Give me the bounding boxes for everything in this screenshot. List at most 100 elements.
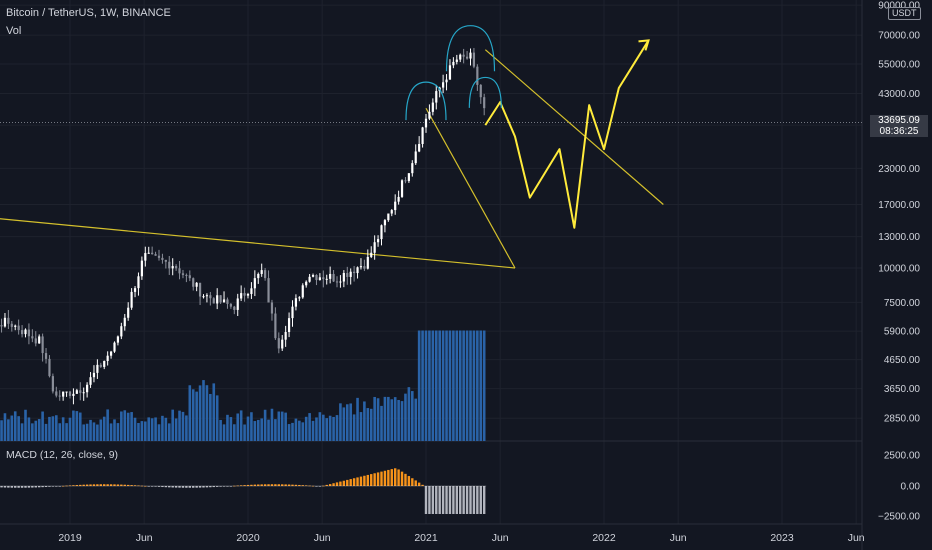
candle-body	[322, 277, 325, 280]
macd-bar	[387, 469, 390, 486]
candle-body	[260, 270, 263, 274]
volume-bar	[318, 412, 322, 441]
candle	[397, 190, 400, 205]
candle	[24, 328, 27, 338]
volume-bar	[482, 330, 486, 441]
candle-body	[418, 143, 421, 152]
candle	[308, 273, 311, 283]
candle	[127, 302, 130, 321]
candle	[82, 387, 85, 401]
macd-bar	[417, 482, 421, 486]
candle-body	[356, 267, 359, 274]
candle-body	[89, 377, 92, 385]
macd-bar	[34, 486, 37, 488]
candle	[445, 74, 448, 91]
volume-bar	[212, 383, 216, 441]
volume-bar	[328, 415, 332, 441]
candle-body	[240, 293, 243, 299]
candle-body	[79, 390, 82, 393]
volume-bar	[89, 419, 92, 441]
macd-bar	[263, 484, 267, 486]
volume-bar	[236, 413, 240, 441]
price-axis-label: 43000.00	[878, 89, 920, 100]
macd-bar	[253, 484, 257, 486]
quote-currency-badge[interactable]: USDT	[888, 7, 921, 20]
candle	[421, 126, 424, 148]
candle-body	[459, 54, 462, 60]
candle	[462, 48, 465, 64]
candle	[483, 93, 486, 116]
volume-bar	[400, 401, 404, 441]
projection-arrowhead	[638, 39, 650, 51]
volume-bar	[284, 412, 287, 441]
macd-bar	[274, 484, 277, 486]
price-axis[interactable]: 90000.0070000.0055000.0043000.0033000.00…	[878, 1, 920, 425]
price-axis-label: 90000.00	[878, 1, 920, 12]
volume-bar	[137, 423, 140, 441]
macd-bar	[195, 486, 198, 488]
volume-bar	[51, 416, 55, 441]
macd-label[interactable]: MACD (12, 26, close, 9)	[6, 449, 119, 461]
volume-bar	[7, 419, 10, 441]
candle-body	[51, 376, 54, 392]
candle-body	[154, 254, 157, 256]
volume-bar	[58, 423, 62, 441]
macd-bar	[335, 482, 339, 486]
volume-bar	[315, 417, 318, 441]
volume-bar	[373, 396, 376, 441]
candle	[222, 291, 226, 303]
candle	[257, 272, 260, 284]
macd-bar	[171, 486, 174, 488]
candle-body	[17, 325, 20, 331]
volume-bar	[48, 416, 51, 441]
time-axis[interactable]: 2019 Jun 2020 Jun 2021 Jun 2022 Jun 2023 Jun	[58, 532, 864, 544]
candle	[17, 319, 20, 335]
volume-label[interactable]: Vol	[6, 25, 22, 37]
candle	[318, 273, 321, 281]
macd-bar	[188, 486, 192, 488]
candle-body	[445, 79, 448, 83]
volume-bar	[393, 397, 397, 441]
symbol-title[interactable]: Bitcoin / TetherUS, 1W, BINANCE	[6, 7, 171, 19]
candle-body	[421, 127, 424, 144]
candle	[325, 274, 328, 285]
volume-bar	[82, 424, 85, 441]
candle-body	[301, 285, 304, 298]
macd-bar	[281, 484, 284, 486]
candle-body	[325, 278, 328, 280]
grid-lines	[0, 0, 863, 550]
candle	[394, 194, 397, 215]
candle	[195, 282, 198, 292]
volume-bar	[27, 417, 31, 441]
macd-bar	[37, 486, 41, 488]
trendline	[484, 49, 664, 205]
pattern-arc	[405, 81, 447, 121]
volume-bar	[322, 414, 325, 441]
candle-body	[219, 295, 222, 303]
volume-bar	[144, 421, 147, 441]
pattern-arc	[445, 25, 496, 72]
candle-body	[376, 239, 380, 243]
candle	[335, 276, 339, 288]
macd-bar	[10, 486, 14, 488]
candle	[346, 266, 349, 285]
price-axis-label: 23000.00	[878, 164, 920, 175]
volume-bar	[267, 419, 270, 441]
price-axis-label: 3650.00	[884, 384, 921, 395]
candle-body	[178, 268, 181, 274]
macd-bar	[441, 486, 445, 514]
volume-bar	[462, 330, 465, 441]
candle-body	[31, 336, 34, 339]
candle	[373, 235, 376, 260]
candle-body	[44, 353, 48, 359]
candle-body	[185, 274, 188, 276]
macd-bar	[356, 477, 359, 486]
candle-body	[305, 281, 308, 286]
macd-bar	[120, 484, 123, 486]
candle-body	[24, 329, 27, 335]
volume-bar	[167, 423, 171, 441]
candle-body	[34, 338, 37, 344]
macd-bar	[472, 486, 476, 514]
time-axis-label: 2019	[58, 532, 82, 544]
